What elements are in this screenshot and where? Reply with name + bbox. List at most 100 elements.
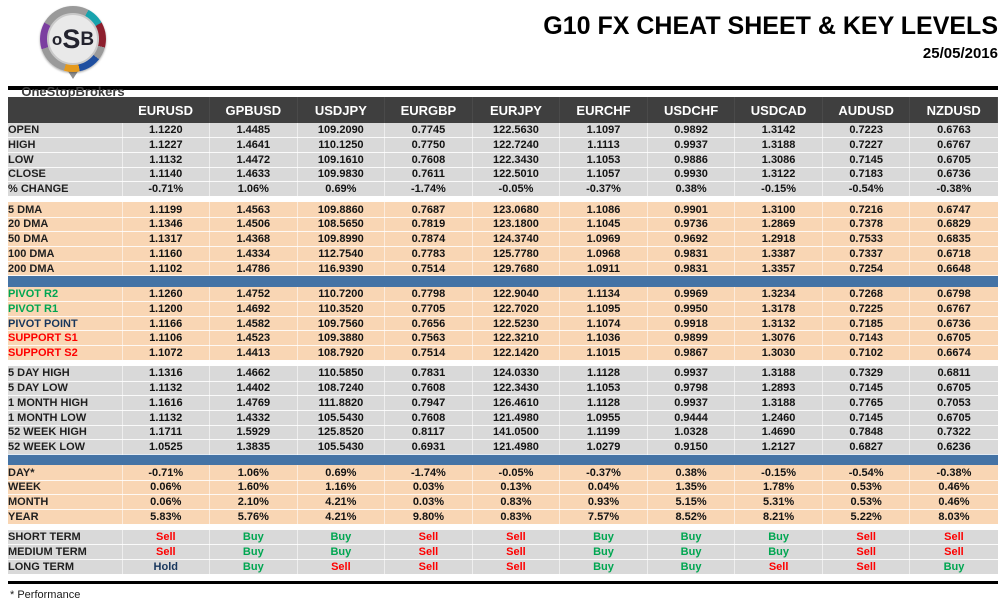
cell: 0.7514 xyxy=(384,345,473,361)
cell: 0.7378 xyxy=(822,217,911,233)
section-gap xyxy=(8,196,998,203)
cell: 1.1045 xyxy=(559,217,648,233)
cell: Sell xyxy=(122,530,211,546)
cell: 0.7819 xyxy=(384,217,473,233)
row-label: HIGH xyxy=(8,137,123,153)
column-header-eurjpy: EURJPY xyxy=(472,97,561,123)
cell: 126.4610 xyxy=(472,395,561,411)
cell: Sell xyxy=(909,530,998,546)
cell: 1.2869 xyxy=(734,217,823,233)
table-row: SUPPORT S1 1.1106 1.4523 109.3880 0.7563 122.… xyxy=(8,330,998,347)
row-label: MEDIUM TERM xyxy=(8,544,123,561)
cell: 0.9969 xyxy=(647,286,736,303)
cell: Buy xyxy=(297,544,386,561)
cell: -0.15% xyxy=(734,465,823,481)
cell: Buy xyxy=(297,530,386,546)
row-label: CLOSE xyxy=(8,167,123,183)
table-row: HIGH 1.1227 1.4641 110.1250 0.7750 122.7240 1.… xyxy=(8,137,998,153)
cell: Sell xyxy=(822,544,911,561)
cell: 109.8860 xyxy=(297,202,386,218)
divider-cell xyxy=(8,454,998,466)
cell: 0.53% xyxy=(822,480,911,496)
cell: 0.46% xyxy=(909,494,998,510)
cell: 0.7102 xyxy=(822,345,911,361)
table-row: DAY* -0.71% 1.06% 0.69% -1.74% -0.05% -0.37% 0.… xyxy=(8,465,998,481)
cell: 1.1200 xyxy=(122,301,211,317)
table-row: 1 MONTH HIGH 1.1616 1.4769 111.8820 0.7947 12… xyxy=(8,395,998,411)
table-row: 20 DMA 1.1346 1.4506 108.5650 0.7819 123.1800… xyxy=(8,217,998,233)
cell: Buy xyxy=(559,544,648,561)
table-row: OPEN 1.1220 1.4485 109.2090 0.7745 122.5630 1.… xyxy=(8,123,998,139)
cell: 122.3430 xyxy=(472,381,561,397)
cell: 0.6767 xyxy=(909,137,998,153)
cell: 124.3740 xyxy=(472,231,561,247)
cell: 8.52% xyxy=(647,509,736,525)
cell: 0.06% xyxy=(122,494,211,510)
column-header-gpbusd: GPBUSD xyxy=(209,97,298,123)
cell: 1.16% xyxy=(297,480,386,496)
cell: 1.0525 xyxy=(122,439,211,455)
cell: Sell xyxy=(822,559,911,575)
cell: 0.9901 xyxy=(647,202,736,218)
cell: 1.78% xyxy=(734,480,823,496)
cell: 0.9692 xyxy=(647,231,736,247)
cell: 1.3357 xyxy=(734,261,823,277)
table-row: % CHANGE -0.71% 1.06% 0.69% -1.74% -0.05% -0.3… xyxy=(8,181,998,197)
cell: Sell xyxy=(384,544,473,561)
cell: 0.7608 xyxy=(384,410,473,426)
cell: 1.2918 xyxy=(734,231,823,247)
cell: -0.38% xyxy=(909,465,998,481)
header-divider-rule xyxy=(8,86,998,90)
row-label: 52 WEEK HIGH xyxy=(8,425,123,441)
section-divider-bar xyxy=(8,454,998,466)
cell: 1.1160 xyxy=(122,246,211,262)
cell: 108.5650 xyxy=(297,217,386,233)
cell: 5.22% xyxy=(822,509,911,525)
cell: Buy xyxy=(647,544,736,561)
cell: Buy xyxy=(647,559,736,575)
table-row: 52 WEEK LOW 1.0525 1.3835 105.5430 0.6931 121… xyxy=(8,439,998,455)
cell: 8.21% xyxy=(734,509,823,525)
table-row: LONG TERM Hold Buy Sell Sell Sell Buy Buy Sell Se… xyxy=(8,559,998,575)
row-label: DAY* xyxy=(8,465,123,481)
cell: 0.7798 xyxy=(384,286,473,303)
cell: 0.7687 xyxy=(384,202,473,218)
table-row: MONTH 0.06% 2.10% 4.21% 0.03% 0.83% 0.93% 5.15%… xyxy=(8,494,998,510)
cell: 109.2090 xyxy=(297,123,386,139)
cell: 122.5230 xyxy=(472,316,561,332)
cell: 0.9886 xyxy=(647,152,736,168)
cell: 0.6811 xyxy=(909,366,998,382)
column-header-eurusd: EURUSD xyxy=(122,97,211,123)
cell: Buy xyxy=(734,544,823,561)
cell: 1.4662 xyxy=(209,366,298,382)
row-label: SUPPORT S1 xyxy=(8,330,123,347)
cell: 1.3188 xyxy=(734,137,823,153)
cell: Buy xyxy=(647,530,736,546)
cell: 0.7185 xyxy=(822,316,911,332)
logo-letter-b: B xyxy=(80,28,95,50)
cell: 1.3835 xyxy=(209,439,298,455)
cell: 108.7920 xyxy=(297,345,386,361)
cell: -0.71% xyxy=(122,465,211,481)
cell: 1.1132 xyxy=(122,410,211,426)
row-label: LOW xyxy=(8,152,123,168)
row-label: 1 MONTH LOW xyxy=(8,410,123,426)
cell: 122.9040 xyxy=(472,286,561,303)
table-row: SHORT TERM Sell Buy Buy Sell Sell Buy Buy Buy Sel… xyxy=(8,530,998,546)
cell: 1.1128 xyxy=(559,366,648,382)
cell: 121.4980 xyxy=(472,439,561,455)
cell: 1.0969 xyxy=(559,231,648,247)
cell: 1.1220 xyxy=(122,123,211,139)
table-row: 100 DMA 1.1160 1.4334 112.7540 0.7783 125.778… xyxy=(8,246,998,262)
cell: 122.5010 xyxy=(472,167,561,183)
cell: 129.7680 xyxy=(472,261,561,277)
cell: 0.7268 xyxy=(822,286,911,303)
cell: 0.7874 xyxy=(384,231,473,247)
cell: 0.6736 xyxy=(909,167,998,183)
table-header-row: EURUSD GPBUSD USDJPY EURGBP EURJPY EURCHF USDC… xyxy=(8,97,998,123)
cell: 0.6705 xyxy=(909,410,998,426)
divider-cell xyxy=(8,524,998,531)
column-header-nzdusd: NZDUSD xyxy=(909,97,998,123)
cell: 0.7656 xyxy=(384,316,473,332)
